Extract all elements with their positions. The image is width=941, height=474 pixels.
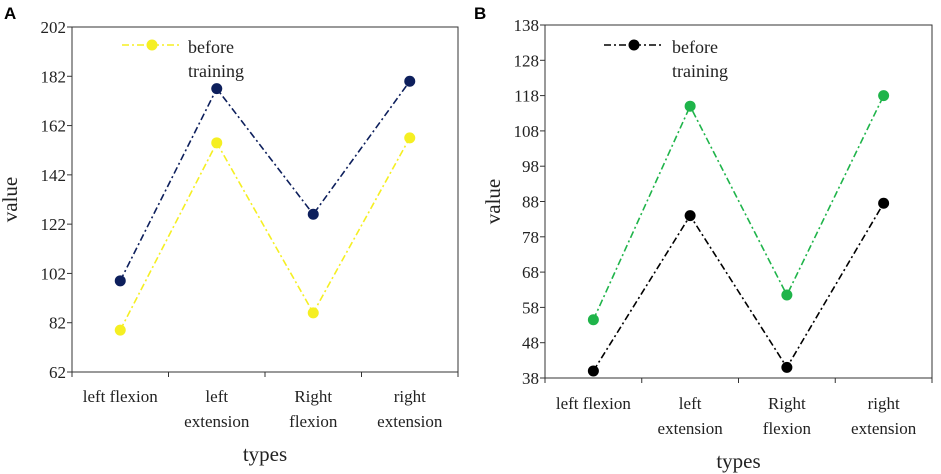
panel-a-data-point	[307, 307, 319, 319]
panel-a-y-axis-title: value	[0, 177, 22, 222]
panel-b-x-axis-title: types	[716, 449, 760, 473]
panel-b-category-label-line: extension	[851, 419, 917, 438]
panel-b-category-label-line: extension	[658, 419, 724, 438]
panel-b: B 38 48 58 68 78 88 98 108 118 128 138 left flexion…	[474, 4, 933, 473]
panel-a-category-label-line: right	[394, 387, 426, 406]
panel-b-data-point	[587, 365, 599, 377]
panel-a-category-label: left flexion	[83, 387, 159, 406]
panel-b-ytick-label: 98	[522, 157, 539, 176]
panel-b-category-label: Right flexion	[763, 394, 812, 438]
panel-a-data-point	[307, 208, 319, 220]
panel-b-ytick-label: 58	[522, 298, 539, 317]
panel-a-ytick-label: 122	[41, 215, 67, 234]
panel-b-series-line	[592, 95, 885, 321]
panel-b-data-point	[587, 314, 599, 326]
panel-b-legend-text: before	[672, 37, 718, 57]
panel-b-ytick-label: 138	[514, 16, 540, 35]
panel-b-legend-text: training	[672, 61, 728, 81]
panel-a-category-label-line: Right	[294, 387, 332, 406]
panel-a-category-label-line: extension	[377, 412, 443, 431]
panel-b-category-label: left flexion	[556, 394, 632, 413]
panel-b-ytick-label: 78	[522, 228, 539, 247]
panel-b-data-point	[781, 361, 793, 373]
panel-b-category-label-line: right	[868, 394, 900, 413]
panel-a-ytick-label: 202	[41, 18, 67, 37]
panel-a-category-label-line: left	[205, 387, 228, 406]
panel-b-data-point	[781, 289, 793, 301]
panel-b-series-line	[592, 202, 885, 372]
panel-a-category-label-line: extension	[184, 412, 250, 431]
panel-b-category-label-line: flexion	[763, 419, 812, 438]
panel-a-ytick-label: 102	[41, 264, 67, 283]
panel-a-category-label-line: left flexion	[83, 387, 159, 406]
panel-b-ytick-label: 118	[514, 87, 539, 106]
panel-a-data-point	[211, 83, 223, 95]
panel-a-series-line	[119, 80, 411, 282]
panel-a-ytick-label: 82	[49, 314, 66, 333]
panel-b-ytick-label: 48	[522, 334, 539, 353]
panel-a-legend-marker	[146, 39, 158, 51]
panel-a-category-label: Right flexion	[289, 387, 338, 431]
panel-b-ytick-label: 68	[522, 263, 539, 282]
panel-a-category-label-line: flexion	[289, 412, 338, 431]
panel-a-series-line	[119, 137, 411, 331]
panel-a-data-point	[211, 137, 223, 149]
panel-b-ytick-label: 88	[522, 193, 539, 212]
panel-b-data-point	[684, 210, 696, 222]
panel-b-data-point	[684, 100, 696, 112]
panel-b-ytick-label: 108	[514, 122, 540, 141]
panel-a-legend-text: before	[188, 37, 234, 57]
panel-a-category-label: right extension	[377, 387, 443, 431]
panel-a-data-point	[114, 275, 126, 287]
panel-b-data-point	[878, 90, 890, 102]
panel-b-category-label-line: left	[679, 394, 702, 413]
panel-a-data-point	[114, 324, 126, 336]
panel-b-category-label: right extension	[851, 394, 917, 438]
panel-b-ytick-label: 128	[514, 51, 540, 70]
panel-a-ytick-label: 162	[41, 117, 67, 136]
panel-a-data-point	[404, 132, 416, 144]
panel-b-category-label-line: Right	[768, 394, 806, 413]
panel-b-category-label-line: left flexion	[556, 394, 632, 413]
panel-b-y-axis-title: value	[481, 179, 505, 224]
panel-a-legend-text: training	[188, 61, 244, 81]
panel-a-x-axis-title: types	[243, 442, 287, 466]
panel-b-letter: B	[474, 4, 486, 23]
panel-a-ytick-label: 142	[41, 166, 67, 185]
panel-a-plot-area	[71, 26, 459, 373]
panel-a-ytick-label: 62	[49, 363, 66, 382]
panel-b-legend-marker	[628, 39, 640, 51]
panel-a-ytick-label: 182	[41, 67, 67, 86]
panel-a-letter: A	[4, 4, 16, 23]
panel-b-ytick-label: 38	[522, 369, 539, 388]
panel-a: A 62 82 102 122 142 162 182 202 left flexion left…	[0, 4, 459, 466]
panel-b-data-point	[878, 197, 890, 209]
panel-b-category-label: left extension	[658, 394, 724, 438]
panel-a-data-point	[404, 75, 416, 87]
panel-a-category-label: left extension	[184, 387, 250, 431]
